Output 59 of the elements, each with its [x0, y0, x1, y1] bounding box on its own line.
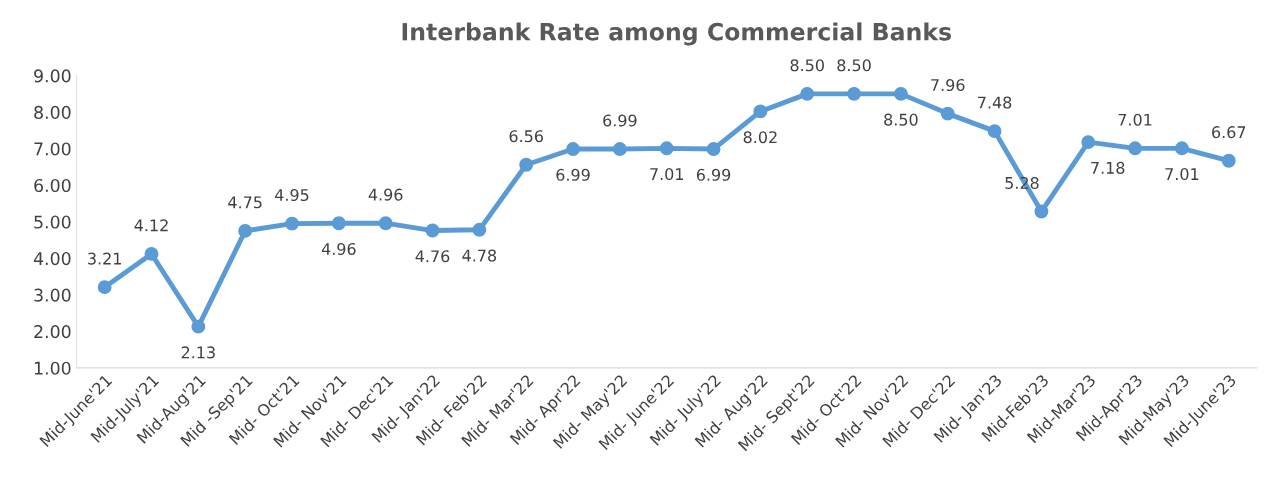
data-label: 4.78 [462, 249, 497, 262]
point [425, 223, 440, 238]
data-label: 7.48 [978, 96, 1012, 109]
data-label: 6.99 [696, 168, 731, 181]
point [144, 246, 159, 261]
point [940, 106, 955, 121]
data-label: 7.18 [1091, 161, 1125, 174]
data-label: 7.96 [931, 78, 965, 92]
point [1221, 153, 1236, 168]
y-tick-label: 8.00 [34, 105, 71, 119]
data-label: 4.96 [368, 188, 403, 201]
data-label: 8.50 [790, 59, 824, 72]
y-tick-label: 1.00 [34, 361, 71, 375]
point [753, 104, 768, 119]
point [238, 223, 253, 238]
point [97, 280, 112, 295]
point [519, 157, 534, 172]
point [331, 216, 346, 231]
data-label: 4.96 [321, 242, 356, 256]
y-tick-label: 6.00 [34, 178, 71, 193]
point [1174, 141, 1189, 156]
data-label: 4.95 [275, 188, 309, 202]
point [191, 319, 206, 334]
y-tick-label: 7.00 [34, 142, 71, 156]
data-label: 4.76 [415, 250, 450, 263]
data-label: 4.75 [228, 196, 262, 209]
y-tick-label: 5.00 [34, 215, 71, 229]
data-label: 8.50 [884, 113, 918, 126]
point [1034, 204, 1049, 219]
point [1128, 141, 1143, 156]
data-label: 8.50 [837, 59, 871, 72]
data-label: 6.99 [556, 168, 590, 181]
point [612, 142, 627, 156]
point [1081, 135, 1096, 150]
data-label: 4.12 [134, 219, 168, 232]
data-label: 6.99 [603, 114, 637, 127]
data-label: 6.56 [509, 130, 543, 143]
data-label: 7.01 [650, 168, 684, 181]
point [987, 124, 1002, 139]
data-label: 7.01 [1118, 113, 1152, 126]
point [893, 86, 908, 101]
y-tick-label: 2.00 [34, 325, 71, 339]
chart-title: Interbank Rate among Commercial Banks [402, 22, 951, 46]
data-label: 3.21 [88, 252, 121, 265]
point [472, 222, 487, 237]
point [847, 86, 862, 101]
point [378, 216, 393, 231]
data-label: 8.02 [743, 131, 777, 144]
point [566, 142, 580, 156]
point [706, 142, 721, 156]
point [800, 86, 815, 101]
data-label: 2.13 [181, 346, 215, 359]
y-tick-label: 3.00 [34, 288, 71, 302]
point [285, 216, 299, 231]
y-tick-label: 9.00 [34, 69, 71, 83]
point [659, 141, 674, 156]
data-label: 7.01 [1165, 168, 1199, 181]
y-tick-label: 4.00 [33, 252, 71, 266]
data-label: 6.67 [1212, 126, 1246, 139]
